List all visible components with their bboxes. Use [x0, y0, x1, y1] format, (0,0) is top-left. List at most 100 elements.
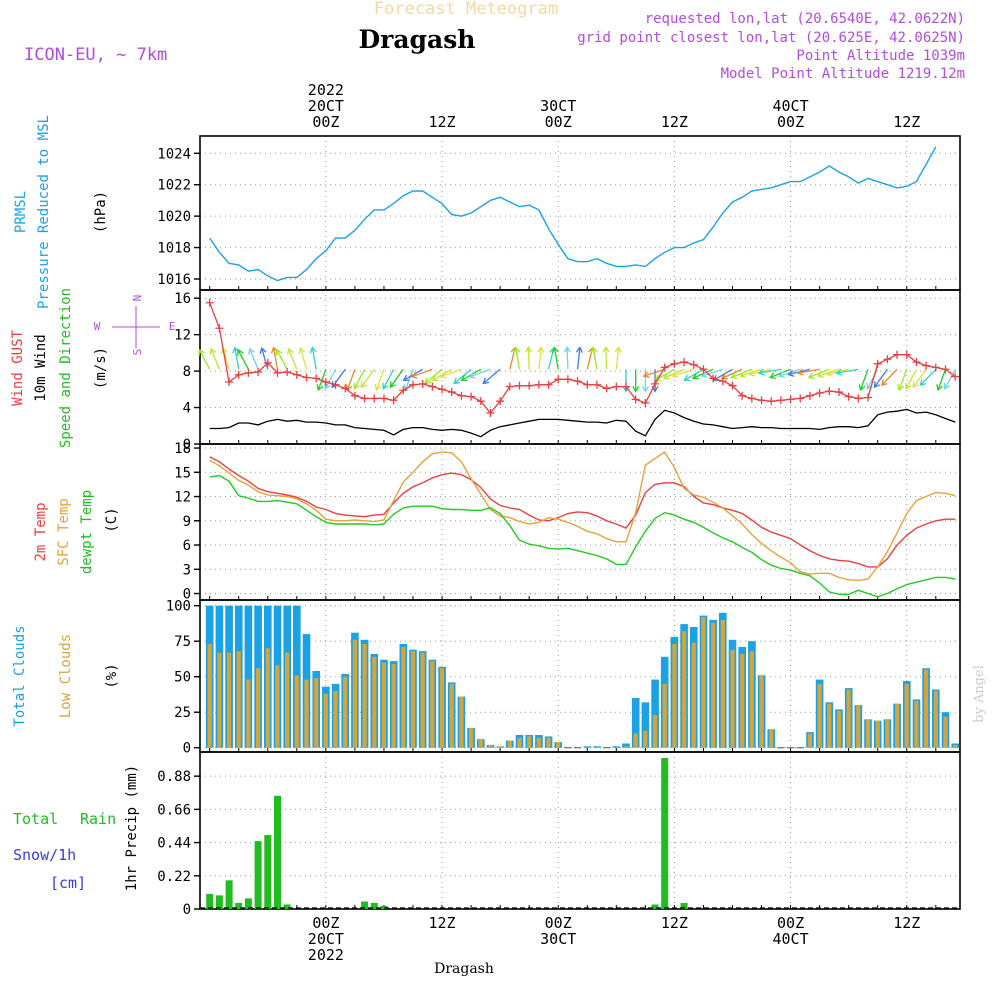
wind-arrow-head — [897, 384, 905, 392]
compass-n: N — [131, 295, 144, 302]
gust-marker — [670, 359, 679, 368]
bottom-time-label: 12Z — [661, 914, 688, 932]
low-cloud-bar — [401, 646, 406, 748]
top-time-label: 12Z — [661, 113, 688, 131]
y-tick-label: 0.44 — [157, 836, 191, 852]
wind-arrow-head — [671, 371, 679, 379]
wind-arrow — [299, 347, 308, 370]
gust-marker — [205, 298, 214, 307]
rain-bar — [274, 795, 281, 909]
pressure-label-2: Pressure Reduced to MSL — [36, 115, 52, 309]
low-cloud-bar — [459, 696, 464, 748]
wind-arrow-head — [374, 384, 382, 392]
y-tick-label: 1020 — [157, 209, 191, 225]
wind-arrow-head — [858, 384, 866, 392]
wind-arrow-head — [936, 384, 943, 392]
gust-marker — [525, 381, 534, 390]
wind-arrow — [272, 347, 279, 370]
low-cloud-bar — [672, 644, 677, 748]
gust-marker — [215, 324, 224, 333]
panel-wind: 0 4 8 12 16 — [174, 290, 961, 453]
gust-marker — [680, 357, 689, 366]
watermark: by Angel — [972, 665, 987, 723]
low-cloud-bar — [323, 693, 328, 748]
precip-unit: 1hr Precip (mm) — [124, 765, 140, 891]
low-cloud-bar — [740, 654, 745, 748]
wind-arrow — [898, 369, 908, 391]
wind-arrow — [769, 368, 791, 379]
gust-marker — [370, 394, 379, 403]
wind-arrow — [353, 368, 366, 390]
rain-bar — [235, 903, 243, 909]
gust-marker — [922, 361, 931, 370]
low-cloud-bar — [904, 683, 909, 748]
low-cloud-bar — [352, 639, 357, 748]
wind-arrow — [538, 347, 542, 370]
wind-arrow — [721, 368, 743, 379]
wind-arrow — [210, 348, 220, 370]
bottom-time-label: 40CT — [773, 930, 809, 948]
gust-marker — [912, 357, 921, 366]
wind-arrow — [912, 368, 927, 388]
wind-arrow-head — [730, 372, 738, 380]
pressure-label-1: PRMSL — [13, 191, 29, 233]
wind-arrow-head — [943, 382, 951, 390]
series-10m-wind — [209, 408, 956, 438]
low-cloud-bar — [488, 744, 493, 748]
gust-marker — [583, 380, 592, 389]
gust-marker — [244, 368, 253, 377]
low-cloud-bar — [527, 736, 532, 748]
bottom-time-label: 00Z — [545, 914, 572, 932]
wind-arrow — [905, 368, 918, 390]
low-cloud-bar — [391, 663, 396, 748]
wind-arrow-head — [835, 368, 843, 376]
panel-clouds: 0 25 50 75 100 — [166, 599, 961, 757]
low-cloud-bar — [914, 700, 919, 748]
gust-marker — [292, 370, 301, 379]
snow-label: Snow/1h — [13, 846, 76, 864]
y-tick-label: 18 — [174, 441, 191, 457]
wind-arrow — [346, 369, 356, 391]
gust-marker — [467, 392, 476, 401]
gust-marker — [660, 363, 669, 372]
gust-marker — [438, 385, 447, 394]
low-cloud-bar — [652, 715, 658, 748]
wind-arrow-head — [757, 368, 765, 376]
top-time-label: 2022 — [308, 81, 344, 99]
wind-arrow-head — [431, 374, 439, 382]
y-tick-label: 100 — [166, 599, 191, 615]
wind-arrow-head — [919, 379, 927, 387]
gust-marker — [418, 379, 427, 388]
wind-arrow-head — [912, 381, 919, 389]
bottom-time-label: 12Z — [428, 914, 455, 932]
y-tick-label: 75 — [174, 634, 191, 650]
series-dewpt-temp — [209, 474, 956, 598]
wind-arrow — [261, 347, 269, 370]
bottom-time-label: 12Z — [893, 914, 920, 932]
wind-arrow-head — [563, 346, 571, 353]
gust-marker — [254, 368, 263, 377]
low-cloud-bar — [875, 720, 880, 748]
rain-bar — [264, 835, 272, 909]
wind-arrow-head — [468, 371, 476, 379]
gust-marker — [408, 380, 417, 389]
snow-unit-label: [cm] — [50, 874, 86, 892]
wind-arrow — [643, 368, 665, 377]
wind-arrow — [881, 368, 898, 386]
low-cloud-bar — [856, 705, 861, 748]
rain-bar — [661, 758, 669, 909]
wind-arrow — [553, 347, 559, 370]
wind-arrow-head — [905, 382, 912, 390]
gust-marker — [602, 384, 611, 393]
low-cloud-bar — [643, 730, 648, 748]
low-cloud-bar — [256, 668, 261, 748]
wind-arrow — [453, 368, 472, 384]
gust-marker — [505, 382, 514, 391]
rain-bar — [361, 901, 369, 909]
y-tick-label: 3 — [183, 562, 191, 578]
panel-frame — [199, 751, 961, 910]
gust-marker — [834, 388, 843, 397]
wind-arrow-head — [324, 382, 331, 390]
bottom-time-label: 2022 — [308, 946, 344, 964]
low-cloud-bar — [294, 675, 299, 748]
